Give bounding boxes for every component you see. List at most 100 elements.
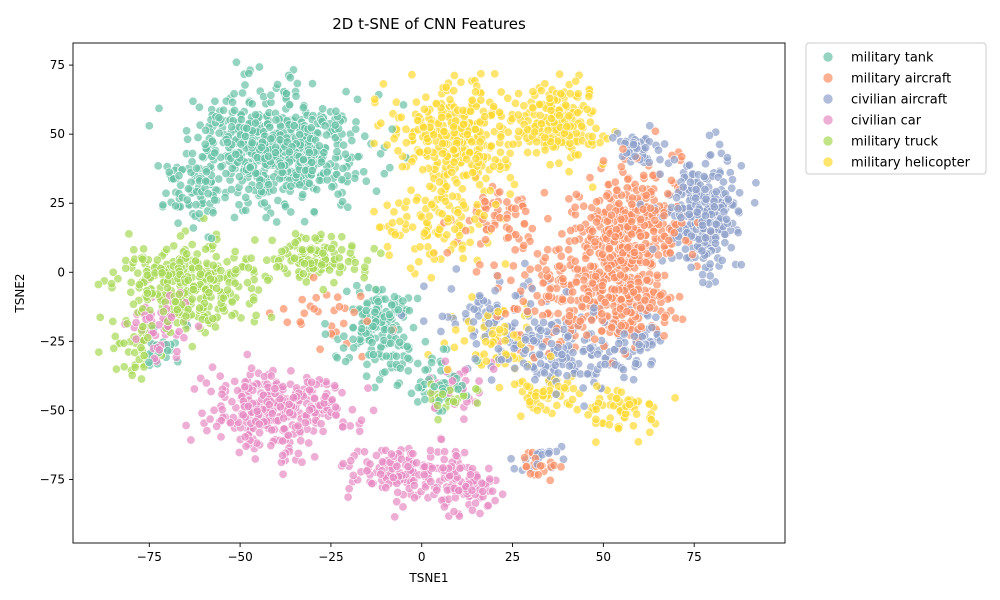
scatter-point — [108, 267, 118, 277]
scatter-point — [427, 200, 437, 210]
scatter-point — [386, 325, 396, 335]
scatter-point — [441, 82, 451, 92]
scatter-point — [522, 381, 532, 391]
scatter-point — [451, 451, 461, 461]
scatter-point — [449, 507, 459, 517]
scatter-point — [655, 155, 665, 165]
scatter-point — [509, 330, 519, 340]
scatter-point — [230, 247, 240, 257]
scatter-point — [240, 432, 250, 442]
scatter-point — [353, 152, 363, 162]
scatter-point — [433, 415, 443, 425]
scatter-point — [242, 123, 252, 133]
scatter-point — [532, 249, 542, 259]
scatter-point — [440, 356, 450, 366]
scatter-point — [563, 331, 573, 341]
scatter-point — [540, 253, 550, 263]
scatter-point — [530, 317, 540, 327]
scatter-point — [460, 448, 470, 458]
scatter-point — [461, 309, 471, 319]
scatter-point — [188, 223, 198, 233]
scatter-point — [191, 200, 201, 210]
scatter-point — [384, 250, 394, 260]
scatter-point — [264, 180, 274, 190]
scatter-point — [342, 286, 352, 296]
x-tick-label: −50 — [227, 550, 252, 564]
legend-box — [805, 42, 987, 175]
scatter-point — [408, 323, 418, 333]
scatter-point — [369, 138, 379, 148]
legend-marker — [822, 93, 834, 105]
scatter-point — [347, 405, 357, 415]
scatter-point — [419, 316, 429, 326]
scatter-point — [750, 198, 760, 208]
scatter-point — [225, 418, 235, 428]
scatter-point — [557, 229, 567, 239]
scatter-point — [403, 353, 413, 363]
scatter-point — [443, 214, 453, 224]
scatter-point — [461, 226, 471, 236]
scatter-point — [570, 236, 580, 246]
scatter-point — [298, 103, 308, 113]
scatter-point — [119, 338, 129, 348]
scatter-point — [194, 209, 204, 219]
scatter-point — [371, 186, 381, 196]
scatter-point — [538, 278, 548, 288]
scatter-point — [327, 244, 337, 254]
scatter-point — [521, 461, 531, 471]
scatter-point — [307, 157, 317, 167]
scatter-point — [442, 230, 452, 240]
scatter-point — [316, 419, 326, 429]
scatter-point — [195, 303, 205, 313]
scatter-point — [293, 421, 303, 431]
scatter-point — [376, 248, 386, 258]
scatter-point — [660, 139, 670, 149]
scatter-point — [343, 492, 353, 502]
scatter-point — [597, 326, 607, 336]
scatter-point — [179, 333, 189, 343]
scatter-point — [587, 132, 597, 142]
x-tick-label: 0 — [418, 550, 426, 564]
scatter-point — [600, 297, 610, 307]
scatter-point — [593, 349, 603, 359]
scatter-point — [154, 103, 164, 113]
scatter-point — [208, 313, 218, 323]
scatter-point — [586, 261, 596, 271]
scatter-point — [567, 394, 577, 404]
scatter-point — [706, 226, 716, 236]
scatter-point — [684, 160, 694, 170]
scatter-point — [546, 105, 556, 115]
scatter-point — [603, 263, 613, 273]
scatter-point — [637, 332, 647, 342]
scatter-point — [221, 169, 231, 179]
scatter-point — [231, 265, 241, 275]
scatter-point — [111, 364, 121, 374]
scatter-point — [637, 242, 647, 252]
scatter-point — [298, 155, 308, 165]
scatter-point — [616, 321, 626, 331]
scatter-point — [616, 387, 626, 397]
scatter-point — [495, 107, 505, 117]
scatter-point — [555, 261, 565, 271]
scatter-point — [585, 173, 595, 183]
scatter-point — [382, 140, 392, 150]
scatter-point — [384, 309, 394, 319]
scatter-point — [544, 448, 554, 458]
scatter-point — [647, 322, 657, 332]
scatter-point — [110, 331, 120, 341]
scatter-point — [325, 265, 335, 275]
scatter-point — [588, 182, 598, 192]
scatter-point — [107, 279, 117, 289]
scatter-point — [447, 376, 457, 386]
scatter-point — [705, 259, 715, 269]
scatter-point — [591, 414, 601, 424]
x-tick-label: −25 — [318, 550, 343, 564]
scatter-point — [476, 69, 486, 79]
scatter-point — [649, 226, 659, 236]
scatter-point — [468, 331, 478, 341]
scatter-point — [536, 119, 546, 129]
scatter-point — [266, 371, 276, 381]
scatter-point — [137, 374, 147, 384]
scatter-point — [543, 214, 553, 224]
scatter-point — [278, 450, 288, 460]
